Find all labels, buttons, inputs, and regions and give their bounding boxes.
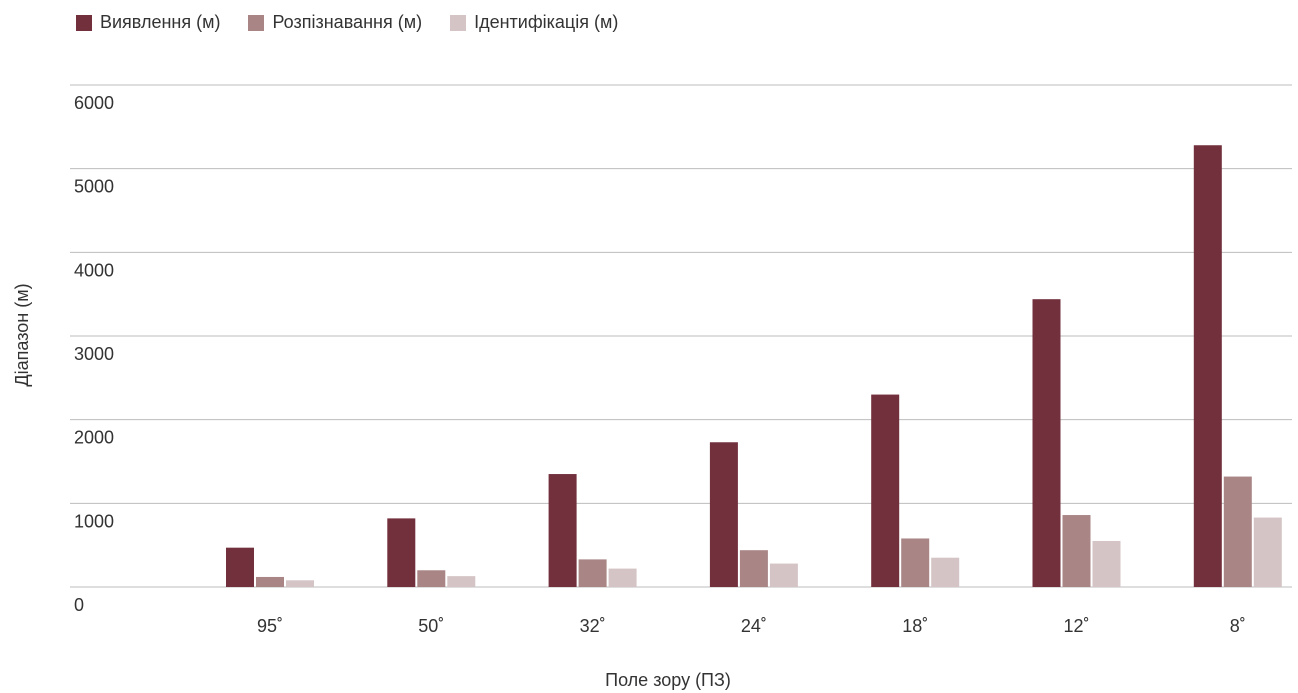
- legend: Виявлення (м) Розпізнавання (м) Ідентифі…: [76, 12, 618, 33]
- bar[interactable]: [387, 518, 416, 587]
- bar[interactable]: [286, 580, 314, 587]
- x-tick-label: 8˚: [1230, 616, 1246, 636]
- y-tick-label: 1000: [74, 511, 114, 531]
- bar[interactable]: [769, 563, 798, 587]
- bar[interactable]: [739, 550, 768, 587]
- bar[interactable]: [1062, 515, 1091, 587]
- bar[interactable]: [447, 576, 476, 587]
- legend-item-identification[interactable]: Ідентифікація (м): [450, 12, 618, 33]
- x-tick-label: 24˚: [741, 616, 767, 636]
- bar[interactable]: [931, 557, 960, 587]
- legend-swatch-identification: [450, 14, 467, 31]
- bar[interactable]: [709, 442, 738, 587]
- y-tick-label: 6000: [74, 93, 114, 113]
- y-tick-label: 5000: [74, 177, 114, 197]
- y-tick-label: 3000: [74, 344, 114, 364]
- bar[interactable]: [256, 576, 284, 587]
- legend-swatch-recognition: [248, 14, 265, 31]
- bar[interactable]: [548, 474, 577, 587]
- legend-swatch-detection: [76, 14, 92, 31]
- bar[interactable]: [226, 547, 254, 587]
- bar[interactable]: [1032, 299, 1061, 587]
- y-tick-label: 2000: [74, 428, 114, 448]
- bar[interactable]: [1223, 476, 1252, 587]
- legend-label-identification: Ідентифікація (м): [474, 12, 619, 32]
- x-axis-title: Поле зору (ПЗ): [605, 670, 731, 690]
- y-axis-ticks: 0 1000 2000 3000 4000 5000 6000: [74, 93, 114, 615]
- legend-label-recognition: Розпізнавання (м): [272, 12, 423, 32]
- x-tick-label: 50˚: [418, 616, 444, 636]
- bars: [226, 145, 1282, 588]
- bar[interactable]: [578, 559, 607, 587]
- x-tick-label: 95˚: [257, 616, 283, 636]
- legend-label-detection: Виявлення (м): [100, 12, 221, 32]
- bar[interactable]: [608, 568, 637, 587]
- bar[interactable]: [1253, 517, 1282, 587]
- bar[interactable]: [871, 394, 900, 587]
- y-tick-label: 4000: [74, 260, 114, 280]
- y-axis-title: Діапазон (м): [12, 283, 32, 386]
- y-tick-label: 0: [74, 595, 84, 615]
- legend-item-recognition[interactable]: Розпізнавання (м): [248, 12, 422, 33]
- x-tick-label: 12˚: [1063, 616, 1089, 636]
- x-tick-label: 32˚: [580, 616, 606, 636]
- bar[interactable]: [1193, 145, 1222, 588]
- x-tick-label: 18˚: [902, 616, 928, 636]
- gridlines: [70, 84, 1292, 588]
- bar[interactable]: [417, 570, 446, 587]
- bar[interactable]: [901, 538, 930, 587]
- x-axis-ticks: 95˚ 50˚ 32˚ 24˚ 18˚ 12˚ 8˚: [257, 616, 1246, 636]
- bar[interactable]: [1092, 540, 1121, 587]
- legend-item-detection[interactable]: Виявлення (м): [76, 12, 220, 33]
